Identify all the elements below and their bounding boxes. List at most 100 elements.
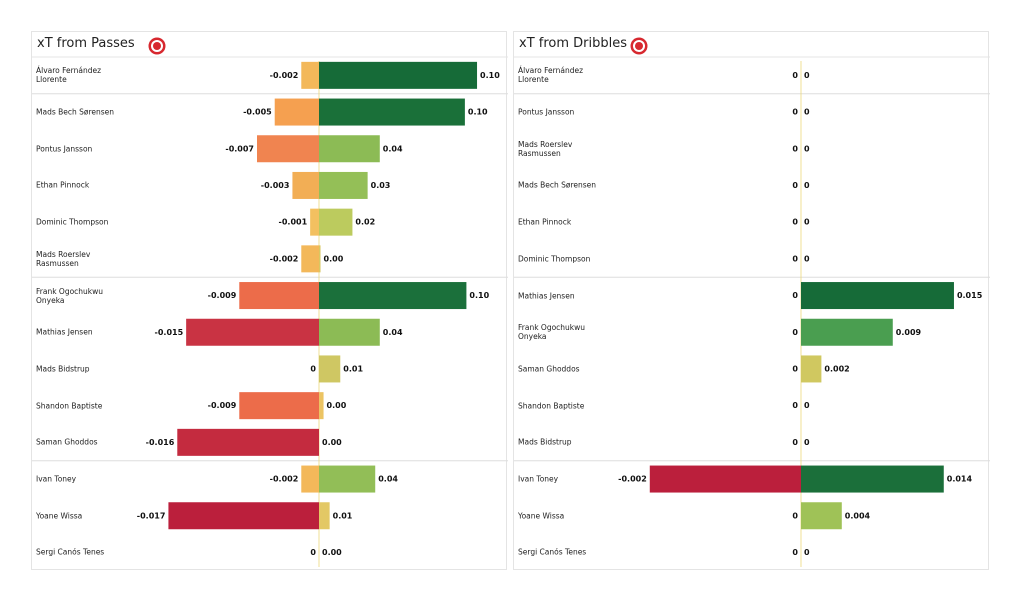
player-name: Ethan Pinnock <box>518 217 572 227</box>
value-label: 0.01 <box>333 511 353 520</box>
bar <box>319 98 465 126</box>
value-label: -0.009 <box>208 401 237 410</box>
value-label: 0.014 <box>947 475 973 484</box>
value-label: -0.002 <box>270 475 299 484</box>
bar <box>801 502 842 530</box>
value-label: 0.00 <box>327 401 347 410</box>
player-name: Dominic Thompson <box>36 217 109 227</box>
player-name: Mads Roerslev Rasmussen <box>36 249 91 268</box>
value-label: -0.009 <box>208 291 237 300</box>
bar <box>319 318 380 346</box>
value-label: -0.007 <box>225 144 254 153</box>
bar <box>177 428 319 456</box>
crest <box>153 42 161 50</box>
value-label: 0.015 <box>957 291 983 300</box>
value-label: 0.04 <box>383 328 403 337</box>
value-label: 0 <box>792 291 798 300</box>
value-label: 0 <box>792 71 798 80</box>
value-label: 0.00 <box>322 548 342 557</box>
bar <box>239 282 319 310</box>
value-label: 0 <box>310 364 316 373</box>
value-label: 0 <box>792 511 798 520</box>
value-label: 0.03 <box>371 181 391 190</box>
value-label: 0 <box>804 144 810 153</box>
value-label: -0.005 <box>243 108 272 117</box>
value-label: 0 <box>804 181 810 190</box>
value-label: -0.002 <box>270 71 299 80</box>
player-name: Mads Bech Sørensen <box>518 180 597 190</box>
player-name: Pontus Jansson <box>518 107 575 117</box>
player-name: Sergi Canós Tenes <box>518 547 587 557</box>
bar <box>301 61 319 89</box>
bar <box>239 392 319 420</box>
bar <box>310 208 319 236</box>
bar <box>319 208 353 236</box>
player-name: Shandon Baptiste <box>36 401 103 411</box>
panel: -0.002 0.10 -0.005 0.10 -0.007 0.04 -0.003 0.03… <box>31 31 508 570</box>
bar <box>801 355 822 383</box>
bar <box>274 98 319 126</box>
player-name: Sergi Canós Tenes <box>36 547 105 557</box>
value-label: 0.10 <box>480 71 500 80</box>
value-label: 0 <box>804 548 810 557</box>
value-label: -0.016 <box>146 438 175 447</box>
value-label: 0.01 <box>343 364 363 373</box>
value-label: 0 <box>792 364 798 373</box>
player-name: Mads Roerslev Rasmussen <box>518 139 573 158</box>
player-name: Mathias Jensen <box>36 327 93 337</box>
value-label: 0.004 <box>845 511 871 520</box>
player-name: Shandon Baptiste <box>518 401 585 411</box>
bar <box>257 135 319 163</box>
value-label: -0.017 <box>137 511 166 520</box>
player-name: Yoane Wissa <box>36 511 83 521</box>
bar <box>319 61 478 89</box>
player-name: Mathias Jensen <box>518 291 575 301</box>
value-label: 0 <box>792 254 798 263</box>
value-label: 0 <box>804 218 810 227</box>
value-label: 0 <box>792 181 798 190</box>
value-label: 0 <box>804 401 810 410</box>
value-label: 0.04 <box>378 475 398 484</box>
player-name: Saman Ghoddos <box>518 364 580 374</box>
value-label: 0 <box>804 108 810 117</box>
value-label: 0 <box>792 144 798 153</box>
bar <box>801 282 954 310</box>
value-label: 0 <box>792 108 798 117</box>
value-label: 0 <box>804 438 810 447</box>
player-name: Ivan Toney <box>36 474 77 484</box>
bar <box>292 171 319 199</box>
player-name: Ivan Toney <box>518 474 559 484</box>
value-label: 0.00 <box>324 254 344 263</box>
value-label: 0.10 <box>469 291 489 300</box>
value-label: -0.002 <box>618 475 647 484</box>
bar <box>319 171 368 199</box>
value-label: 0 <box>792 328 798 337</box>
bar <box>801 465 944 493</box>
value-label: 0 <box>792 548 798 557</box>
player-name: Yoane Wissa <box>518 511 565 521</box>
player-name: Mads Bidstrup <box>518 437 572 447</box>
value-label: 0 <box>792 218 798 227</box>
bar <box>319 355 341 383</box>
bar <box>319 282 467 310</box>
value-label: 0 <box>804 71 810 80</box>
player-name: Álvaro Fernández Llorente <box>518 66 584 85</box>
player-name: Dominic Thompson <box>518 254 591 264</box>
player-name: Frank Ogochukwu Onyeka <box>518 323 586 342</box>
player-name: Mads Bidstrup <box>36 364 90 374</box>
player-name: Pontus Jansson <box>36 144 93 154</box>
value-label: 0.10 <box>468 108 488 117</box>
value-label: 0.04 <box>383 144 403 153</box>
bar <box>801 318 893 346</box>
value-label: 0 <box>792 401 798 410</box>
bar <box>319 502 330 530</box>
bar <box>319 392 324 420</box>
player-name: Ethan Pinnock <box>36 180 90 190</box>
value-label: 0.002 <box>824 364 849 373</box>
panel: 0 0 0 0 0 0 0 0 0 0 0 0 0 0.015 0 0.009 0 0.002 0 0 0 0 -0.002… <box>513 31 990 570</box>
value-label: -0.002 <box>270 254 299 263</box>
value-label: 0 <box>310 548 316 557</box>
value-label: 0 <box>804 254 810 263</box>
